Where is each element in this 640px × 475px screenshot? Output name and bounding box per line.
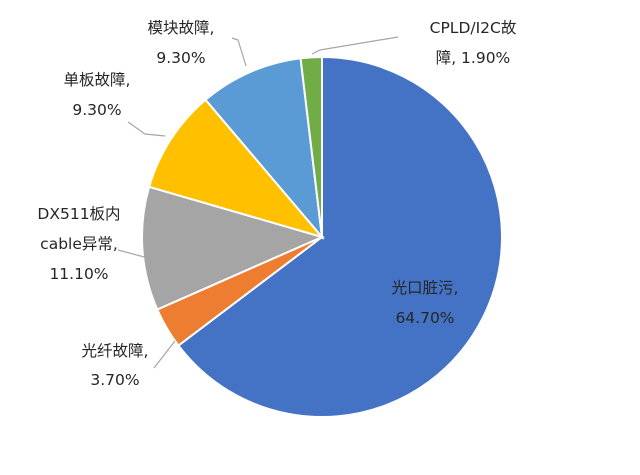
pie-slice-0: [176, 55, 503, 418]
pie-slice-2: [141, 185, 325, 311]
pie-slice-4: [204, 57, 324, 241]
data-label-0-line-1: 64.70%: [395, 309, 454, 327]
data-label-4-line-1: 9.30%: [156, 49, 205, 67]
data-label-2-line-1: cable异常,: [40, 235, 118, 253]
data-label-1-line-0: 光纤故障,: [82, 342, 149, 360]
slices-layer: [141, 55, 503, 418]
pie-slice-5: [299, 55, 323, 238]
leader-line-4: [231, 37, 247, 67]
data-label-2-line-2: 11.10%: [49, 265, 108, 283]
data-label-3-line-1: 9.30%: [72, 101, 121, 119]
data-label-0-line-0: 光口脏污,: [392, 279, 459, 297]
data-label-5: CPLD/I2C故障, 1.90%: [430, 19, 517, 67]
leader-line-2: [117, 249, 149, 259]
data-label-5-line-1: 障, 1.90%: [436, 49, 511, 67]
data-label-4: 模块故障, 9.30%: [148, 19, 215, 67]
data-label-5-line-0: CPLD/I2C故: [430, 19, 517, 37]
leader-line-3: [127, 121, 166, 137]
data-label-4-line-0: 模块故障,: [148, 19, 215, 37]
pie-slice-3: [147, 98, 325, 239]
data-label-1: 光纤故障, 3.70%: [82, 342, 149, 389]
data-label-3-line-0: 单板故障,: [64, 71, 131, 89]
data-label-2: DX511板内 cable异常, 11.10%: [37, 205, 120, 283]
data-label-1-line-1: 3.70%: [90, 371, 139, 389]
data-label-3: 单板故障, 9.30%: [64, 71, 131, 119]
labels-layer: 光口脏污, 64.70% 光纤故障, 3.70% DX511板内 cable异常, 11.1…: [37, 19, 516, 389]
leader-line-5: [311, 36, 399, 55]
data-label-0: 光口脏污, 64.70%: [392, 279, 459, 327]
data-label-2-line-0: DX511板内: [37, 205, 120, 223]
leader-line-1: [153, 340, 176, 369]
leaders-layer: [117, 36, 399, 369]
